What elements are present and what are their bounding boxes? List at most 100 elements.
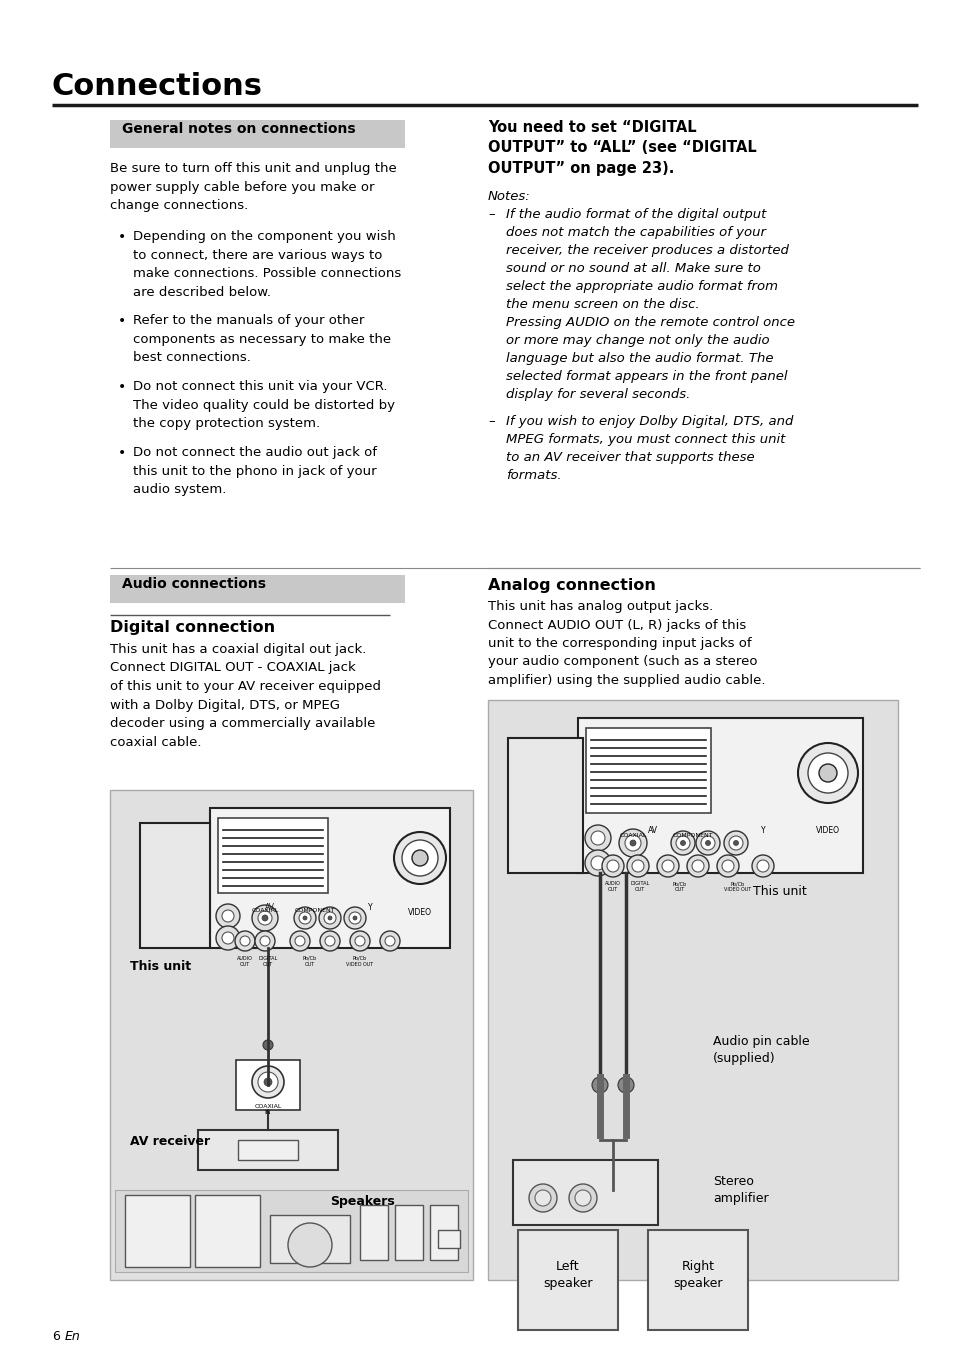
Circle shape <box>303 917 307 921</box>
Circle shape <box>629 840 636 845</box>
Circle shape <box>240 936 250 947</box>
Circle shape <box>215 904 240 928</box>
Text: •: • <box>118 446 126 460</box>
Circle shape <box>318 907 340 929</box>
Text: •: • <box>118 380 126 394</box>
Circle shape <box>691 860 703 871</box>
Circle shape <box>254 932 274 951</box>
Circle shape <box>661 860 673 871</box>
Circle shape <box>262 915 268 921</box>
Circle shape <box>350 932 370 951</box>
Circle shape <box>324 912 335 923</box>
Circle shape <box>385 936 395 947</box>
Circle shape <box>575 1190 590 1207</box>
Text: Right
speaker: Right speaker <box>673 1260 722 1290</box>
Circle shape <box>257 1073 277 1092</box>
Circle shape <box>260 936 270 947</box>
Text: Pb/Cb
VIDEO OUT: Pb/Cb VIDEO OUT <box>346 956 374 967</box>
Circle shape <box>529 1183 557 1212</box>
Circle shape <box>618 1077 634 1093</box>
Bar <box>430 1205 457 1260</box>
Circle shape <box>818 763 836 782</box>
Circle shape <box>584 825 610 851</box>
Circle shape <box>728 836 742 850</box>
Circle shape <box>670 830 695 855</box>
Bar <box>194 1196 260 1267</box>
Circle shape <box>294 936 305 947</box>
Circle shape <box>626 855 648 877</box>
Bar <box>578 718 862 873</box>
Text: DIGITAL
OUT: DIGITAL OUT <box>258 956 277 967</box>
Text: –: – <box>488 415 494 428</box>
Circle shape <box>344 907 366 929</box>
Circle shape <box>288 1223 332 1267</box>
Bar <box>395 1205 422 1260</box>
Text: Do not connect the audio out jack of
this unit to the phono in jack of your
audi: Do not connect the audio out jack of thi… <box>132 446 376 497</box>
Circle shape <box>412 850 428 866</box>
Circle shape <box>676 836 689 850</box>
Bar <box>237 1140 297 1160</box>
Circle shape <box>355 936 365 947</box>
Bar <box>585 728 710 813</box>
Bar <box>270 1215 350 1263</box>
Circle shape <box>568 1183 597 1212</box>
Circle shape <box>721 860 733 871</box>
Bar <box>507 737 582 873</box>
Text: Audio pin cable
(supplied): Audio pin cable (supplied) <box>712 1036 809 1066</box>
Text: Pb/Cb
OUT: Pb/Cb OUT <box>303 956 316 967</box>
Text: AUDIO
OUT: AUDIO OUT <box>604 881 620 892</box>
Circle shape <box>584 850 610 876</box>
Circle shape <box>700 836 714 850</box>
Text: •: • <box>118 230 126 244</box>
Text: Be sure to turn off this unit and unplug the
power supply cable before you make : Be sure to turn off this unit and unplug… <box>110 161 396 212</box>
Bar <box>140 824 210 948</box>
Text: COMPONENT: COMPONENT <box>294 908 335 912</box>
Circle shape <box>394 832 446 884</box>
Text: COAXIAL: COAXIAL <box>618 833 646 839</box>
Circle shape <box>733 840 738 845</box>
Circle shape <box>264 1078 272 1086</box>
Bar <box>517 1230 618 1330</box>
Circle shape <box>606 860 618 871</box>
Circle shape <box>252 1066 284 1099</box>
Text: COMPONENT: COMPONENT <box>672 833 713 839</box>
Circle shape <box>686 855 708 877</box>
Text: This unit has a coaxial digital out jack.
Connect DIGITAL OUT - COAXIAL jack
of : This unit has a coaxial digital out jack… <box>110 643 380 748</box>
Text: –: – <box>488 208 494 222</box>
Circle shape <box>252 906 277 932</box>
Text: Refer to the manuals of your other
components as necessary to make the
best conn: Refer to the manuals of your other compo… <box>132 315 391 364</box>
Bar <box>647 1230 747 1330</box>
Bar <box>110 789 473 1280</box>
Bar <box>115 1190 468 1272</box>
Circle shape <box>379 932 399 951</box>
Bar <box>210 808 450 948</box>
Circle shape <box>590 830 604 845</box>
Circle shape <box>535 1190 551 1207</box>
Circle shape <box>325 936 335 947</box>
Circle shape <box>696 830 720 855</box>
Circle shape <box>679 840 685 845</box>
Circle shape <box>257 911 272 925</box>
Text: AV: AV <box>647 826 658 834</box>
Text: Do not connect this unit via your VCR.
The video quality could be distorted by
t: Do not connect this unit via your VCR. T… <box>132 380 395 430</box>
Text: If you wish to enjoy Dolby Digital, DTS, and
MPEG formats, you must connect this: If you wish to enjoy Dolby Digital, DTS,… <box>505 415 793 482</box>
Text: •: • <box>118 315 126 328</box>
Text: Notes:: Notes: <box>488 190 530 202</box>
Text: Connections: Connections <box>52 73 263 101</box>
Circle shape <box>222 910 233 922</box>
Circle shape <box>290 932 310 951</box>
Text: COAXIAL
IN: COAXIAL IN <box>254 1104 281 1115</box>
Text: AV receiver: AV receiver <box>130 1135 210 1148</box>
Circle shape <box>590 856 604 870</box>
Circle shape <box>705 840 710 845</box>
Circle shape <box>601 855 623 877</box>
Text: Audio connections: Audio connections <box>122 577 266 591</box>
Circle shape <box>222 932 233 944</box>
Circle shape <box>319 932 339 951</box>
Circle shape <box>807 752 847 793</box>
Text: VIDEO: VIDEO <box>408 908 432 917</box>
Bar <box>110 120 405 148</box>
Text: Digital connection: Digital connection <box>110 620 274 635</box>
Bar <box>513 1160 658 1224</box>
Text: This unit: This unit <box>130 960 191 973</box>
